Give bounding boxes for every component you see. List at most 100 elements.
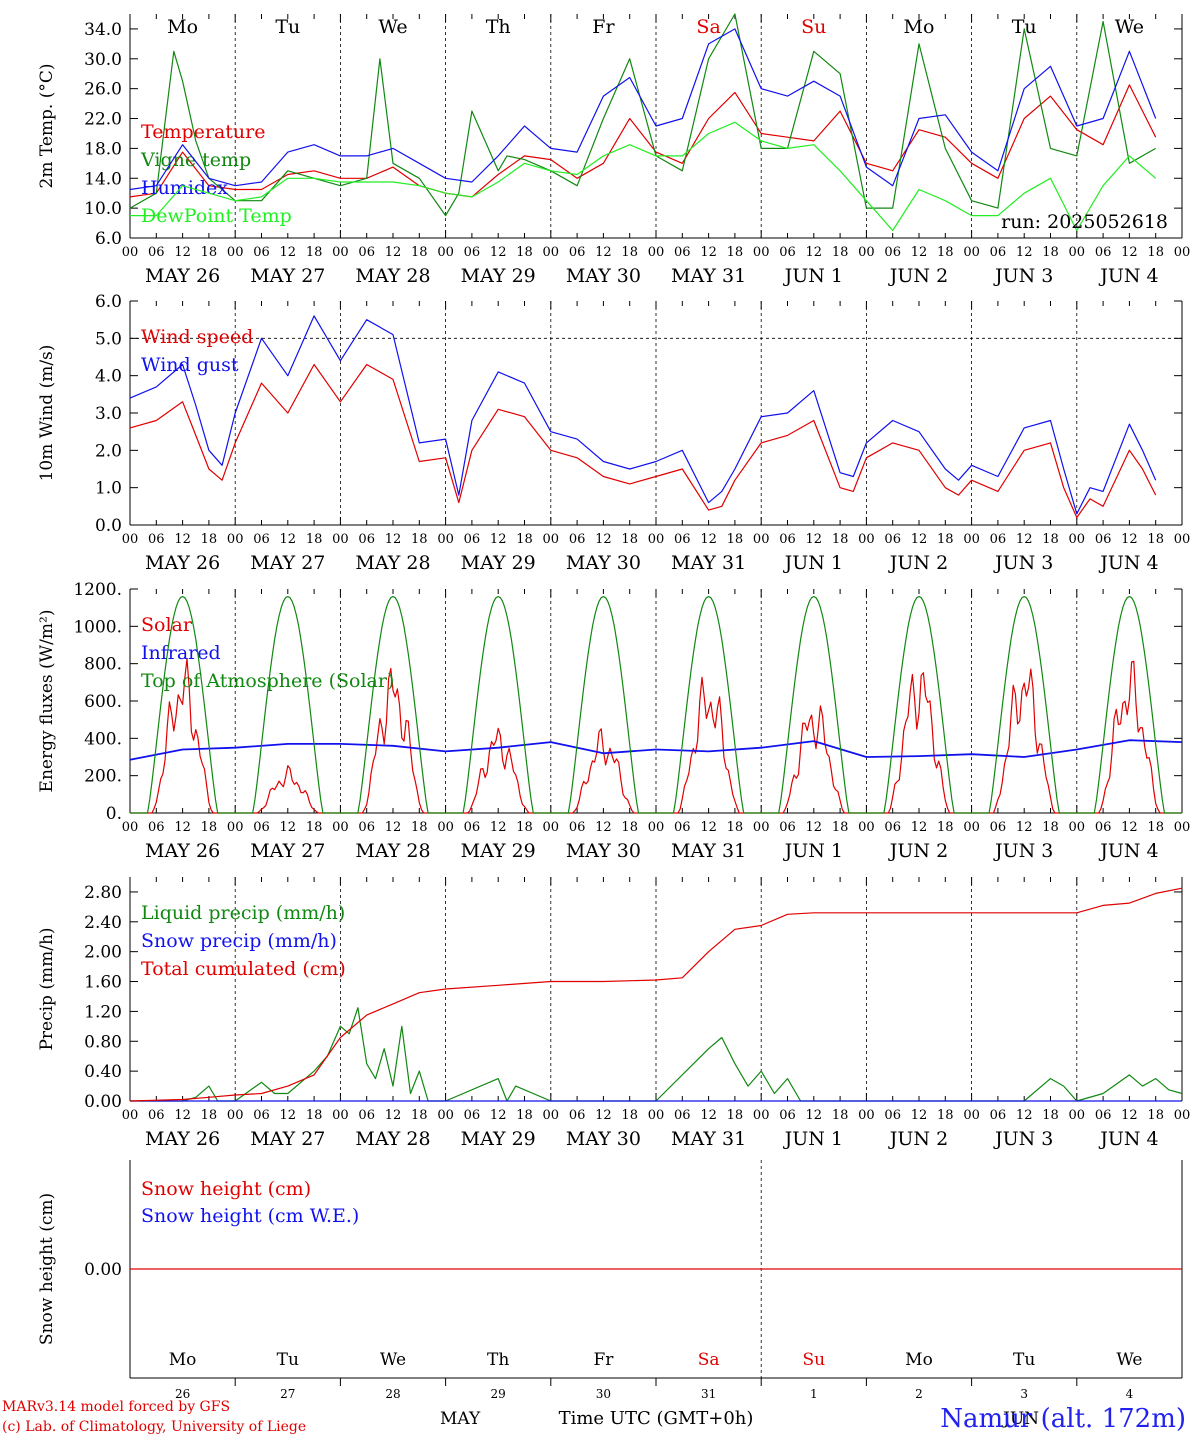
x-hour-label: 00 (753, 820, 770, 835)
x-date-label: JUN 4 (1098, 265, 1158, 287)
x-hour-label: 06 (884, 1108, 901, 1123)
x-hour-label: 06 (148, 820, 165, 835)
x-hour-label: 06 (1095, 820, 1112, 835)
y-tick-label: 1.20 (84, 1002, 122, 1022)
day-number-label: 31 (701, 1387, 716, 1401)
x-hour-label: 18 (937, 245, 954, 260)
y-tick-label: 1.0 (95, 479, 122, 499)
day-name-label: Tu (1013, 1350, 1035, 1370)
x-date-label: MAY 30 (566, 1128, 641, 1150)
y-tick-label: 0.0 (95, 516, 122, 536)
legend-entry: Wind gust (141, 354, 239, 376)
y-tick-label: 3.0 (95, 404, 122, 424)
legend-entry: Snow height (cm) (141, 1178, 311, 1200)
x-hour-label: 12 (280, 1108, 297, 1123)
day-name-label: We (378, 16, 407, 38)
x-hour-label: 12 (700, 820, 717, 835)
x-hour-label: 06 (674, 820, 691, 835)
x-hour-label: 00 (543, 532, 560, 547)
x-hour-label: 06 (358, 1108, 375, 1123)
legend-entry: Infrared (141, 642, 221, 664)
x-date-label: MAY 29 (461, 552, 536, 574)
day-name-label: Mo (904, 16, 935, 38)
x-hour-label: 12 (490, 532, 507, 547)
legend-entry: Wind speed (141, 326, 253, 348)
y-tick-label: 2.40 (84, 913, 122, 933)
x-hour-label: 06 (990, 1108, 1007, 1123)
x-date-label: MAY 28 (355, 265, 430, 287)
x-hour-label: 00 (753, 245, 770, 260)
x-hour-label: 12 (1016, 1108, 1033, 1123)
x-hour-label: 06 (674, 532, 691, 547)
x-hour-label: 00 (858, 245, 875, 260)
x-date-label: MAY 26 (145, 1128, 220, 1150)
x-hour-label: 12 (1121, 1108, 1138, 1123)
x-hour-label: 00 (858, 820, 875, 835)
x-date-label: JUN 1 (783, 265, 843, 287)
month-label: MAY (440, 1409, 481, 1429)
day-name-label: Su (802, 1350, 825, 1370)
x-hour-label: 12 (174, 820, 191, 835)
x-hour-label: 00 (437, 820, 454, 835)
panel-wind (129, 300, 1183, 526)
x-hour-label: 12 (490, 245, 507, 260)
x-hour-label: 06 (358, 820, 375, 835)
legend-entry: Liquid precip (mm/h) (141, 902, 345, 924)
x-hour-label: 00 (543, 1108, 560, 1123)
x-axis-title: Time UTC (GMT+0h) (559, 1408, 754, 1429)
x-hour-label: 06 (779, 532, 796, 547)
panel-flux (129, 588, 1183, 814)
x-hour-label: 06 (1095, 1108, 1112, 1123)
x-hour-label: 00 (543, 820, 560, 835)
x-hour-label: 06 (990, 532, 1007, 547)
legend-entry: Top of Atmosphere (Solar) (141, 670, 394, 692)
x-hour-label: 06 (464, 532, 481, 547)
panel-snow (129, 1160, 1183, 1386)
x-hour-label: 06 (884, 820, 901, 835)
x-hour-label: 18 (411, 820, 428, 835)
x-hour-label: 18 (411, 245, 428, 260)
x-date-label: MAY 30 (566, 265, 641, 287)
x-hour-label: 00 (332, 245, 349, 260)
x-hour-label: 12 (1016, 245, 1033, 260)
x-date-label: JUN 3 (993, 552, 1053, 574)
x-hour-label: 12 (595, 245, 612, 260)
x-hour-label: 06 (990, 245, 1007, 260)
x-hour-label: 00 (753, 532, 770, 547)
day-name-label: Th (487, 1350, 509, 1370)
x-hour-label: 12 (595, 820, 612, 835)
x-hour-label: 18 (411, 532, 428, 547)
y-tick-label: 1000. (73, 617, 122, 637)
legend-entry: Humidex (141, 177, 228, 199)
y-tick-label: 22.0 (84, 110, 122, 130)
x-hour-label: 00 (1069, 245, 1086, 260)
x-hour-label: 00 (648, 1108, 665, 1123)
x-date-label: MAY 30 (566, 552, 641, 574)
x-date-label: MAY 27 (250, 1128, 325, 1150)
day-number-label: 27 (280, 1387, 295, 1401)
x-hour-label: 00 (1069, 820, 1086, 835)
x-hour-label: 18 (621, 820, 638, 835)
x-hour-label: 12 (490, 820, 507, 835)
x-hour-label: 12 (595, 532, 612, 547)
y-tick-label: 5.0 (95, 329, 122, 349)
x-date-label: JUN 4 (1098, 552, 1158, 574)
station-title: Namur (alt. 172m) (940, 1404, 1186, 1434)
day-name-label: Sa (698, 1350, 720, 1370)
x-hour-label: 12 (911, 245, 928, 260)
x-hour-label: 18 (306, 532, 323, 547)
x-hour-label: 18 (201, 532, 218, 547)
x-hour-label: 12 (806, 532, 823, 547)
x-hour-label: 00 (122, 820, 139, 835)
x-hour-label: 12 (806, 1108, 823, 1123)
x-hour-label: 06 (674, 1108, 691, 1123)
x-date-label: JUN 1 (783, 1128, 843, 1150)
day-name-label: Tu (277, 1350, 299, 1370)
y-axis-title: Precip (mm/h) (37, 927, 57, 1050)
x-hour-label: 12 (1121, 245, 1138, 260)
x-hour-label: 06 (779, 820, 796, 835)
x-date-label: JUN 2 (888, 840, 948, 862)
y-tick-label: 6.0 (95, 292, 122, 312)
x-hour-label: 06 (569, 820, 586, 835)
